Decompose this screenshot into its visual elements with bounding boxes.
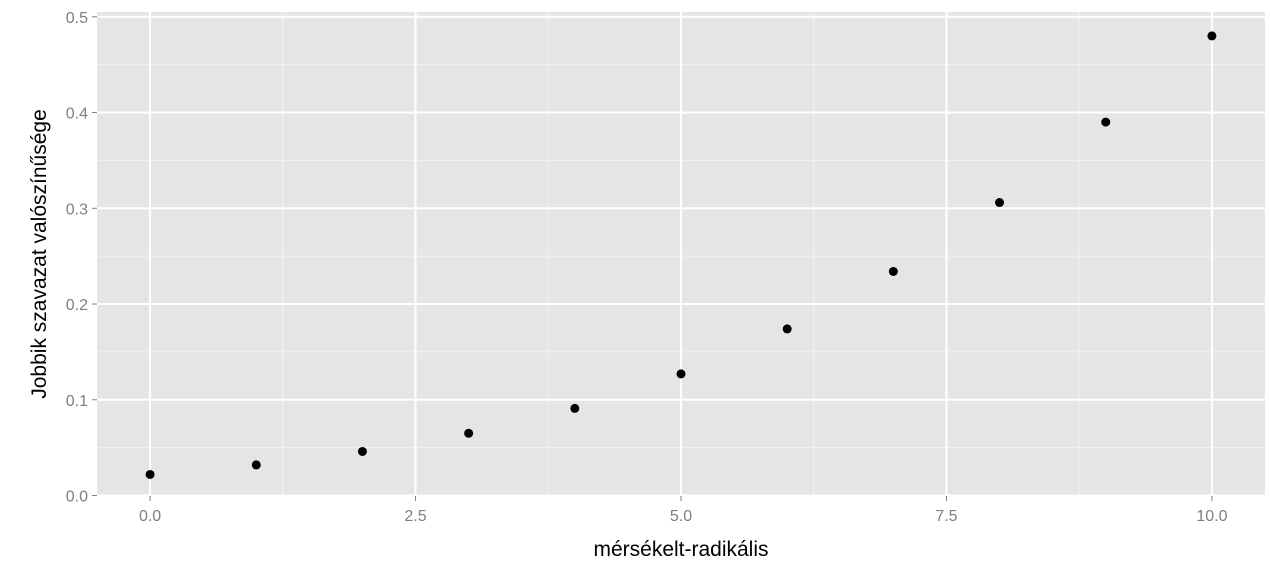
data-points xyxy=(145,31,1217,479)
x-axis: 0.0 2.5 5.0 7.5 10.0 xyxy=(139,496,1228,525)
data-point xyxy=(464,428,474,438)
x-tick-label: 5.0 xyxy=(670,508,692,525)
data-point xyxy=(145,469,155,479)
major-gridlines xyxy=(97,12,1265,497)
data-point xyxy=(1207,31,1217,41)
y-axis-title: Jobbik szavazat valószínűsége xyxy=(28,109,51,399)
y-axis: 0.0 0.1 0.2 0.3 0.4 0.5 xyxy=(66,10,97,506)
data-point xyxy=(676,369,686,379)
data-point xyxy=(888,266,898,276)
data-point xyxy=(357,446,367,456)
x-tick-label: 7.5 xyxy=(935,508,957,525)
y-tick-label: 0.0 xyxy=(66,489,88,506)
data-point xyxy=(995,198,1005,208)
y-tick-label: 0.5 xyxy=(66,10,88,27)
y-tick-label: 0.4 xyxy=(66,106,88,123)
data-point xyxy=(1101,117,1111,127)
y-tick-label: 0.3 xyxy=(66,201,88,218)
x-tick-label: 10.0 xyxy=(1196,508,1227,525)
x-tick-label: 0.0 xyxy=(139,508,161,525)
data-point xyxy=(570,403,580,413)
x-axis-title: mérsékelt-radikális xyxy=(593,538,768,561)
data-point xyxy=(782,324,792,334)
y-tick-label: 0.2 xyxy=(66,297,88,314)
data-point xyxy=(251,460,261,470)
x-tick-label: 2.5 xyxy=(404,508,426,525)
y-tick-label: 0.1 xyxy=(66,393,88,410)
